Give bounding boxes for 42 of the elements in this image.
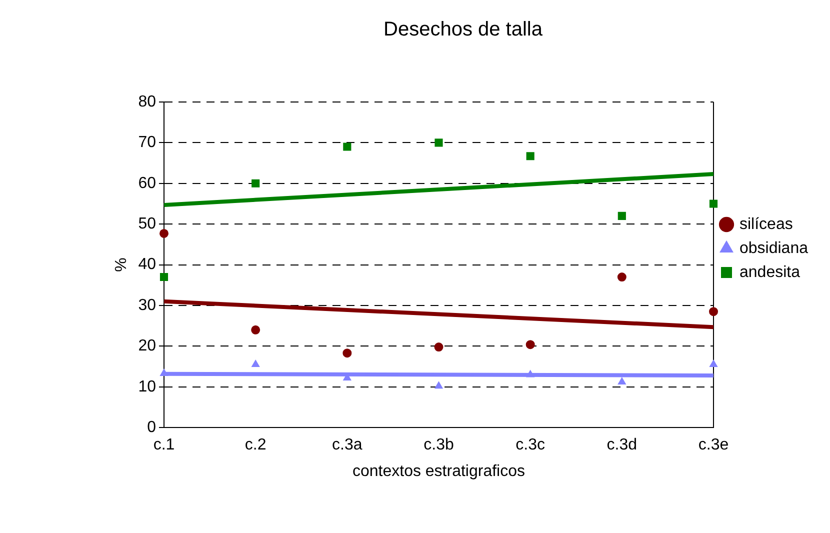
chart-title: Desechos de talla [384, 18, 544, 41]
y-tick-label: 50 [138, 216, 156, 233]
point [434, 138, 443, 147]
point [526, 370, 534, 378]
x-tick-label: c.3e [698, 436, 729, 454]
point [160, 368, 168, 376]
point [526, 340, 535, 350]
point [342, 348, 352, 358]
x-tick-label: c.3a [332, 436, 362, 454]
y-tick-label: 30 [138, 296, 156, 314]
point [709, 200, 718, 208]
point [618, 378, 626, 385]
point [526, 152, 534, 160]
point [618, 212, 626, 220]
y-axis-title: % [113, 258, 130, 272]
point [343, 142, 352, 151]
point [251, 325, 260, 334]
point [159, 228, 168, 238]
point [710, 360, 718, 368]
x-tick-label: c.2 [244, 436, 266, 454]
legend-label: silíceas [740, 216, 793, 233]
legend-label: obsidiana [740, 240, 808, 257]
point [434, 342, 444, 352]
y-tick-label: 70 [138, 134, 156, 152]
y-tick-label: 10 [138, 378, 156, 396]
point [252, 360, 260, 368]
legend-label: andesita [740, 264, 800, 281]
x-tick-label: c.1 [153, 436, 175, 454]
y-tick-label: 60 [138, 174, 156, 192]
point [434, 382, 443, 389]
point [160, 272, 168, 282]
x-axis-title: contextos estratigraficos [352, 462, 526, 480]
point [252, 179, 260, 188]
x-tick-label: c.3c [516, 436, 546, 454]
x-tick-label: c.3b [424, 436, 454, 454]
y-tick-label: 0 [147, 419, 156, 436]
y-tick-label: 40 [138, 256, 156, 274]
y-tick-label: 80 [138, 93, 156, 110]
y-tick-label: 20 [138, 338, 156, 355]
point [617, 272, 626, 282]
point [709, 307, 718, 316]
x-tick-label: c.3d [606, 436, 638, 454]
